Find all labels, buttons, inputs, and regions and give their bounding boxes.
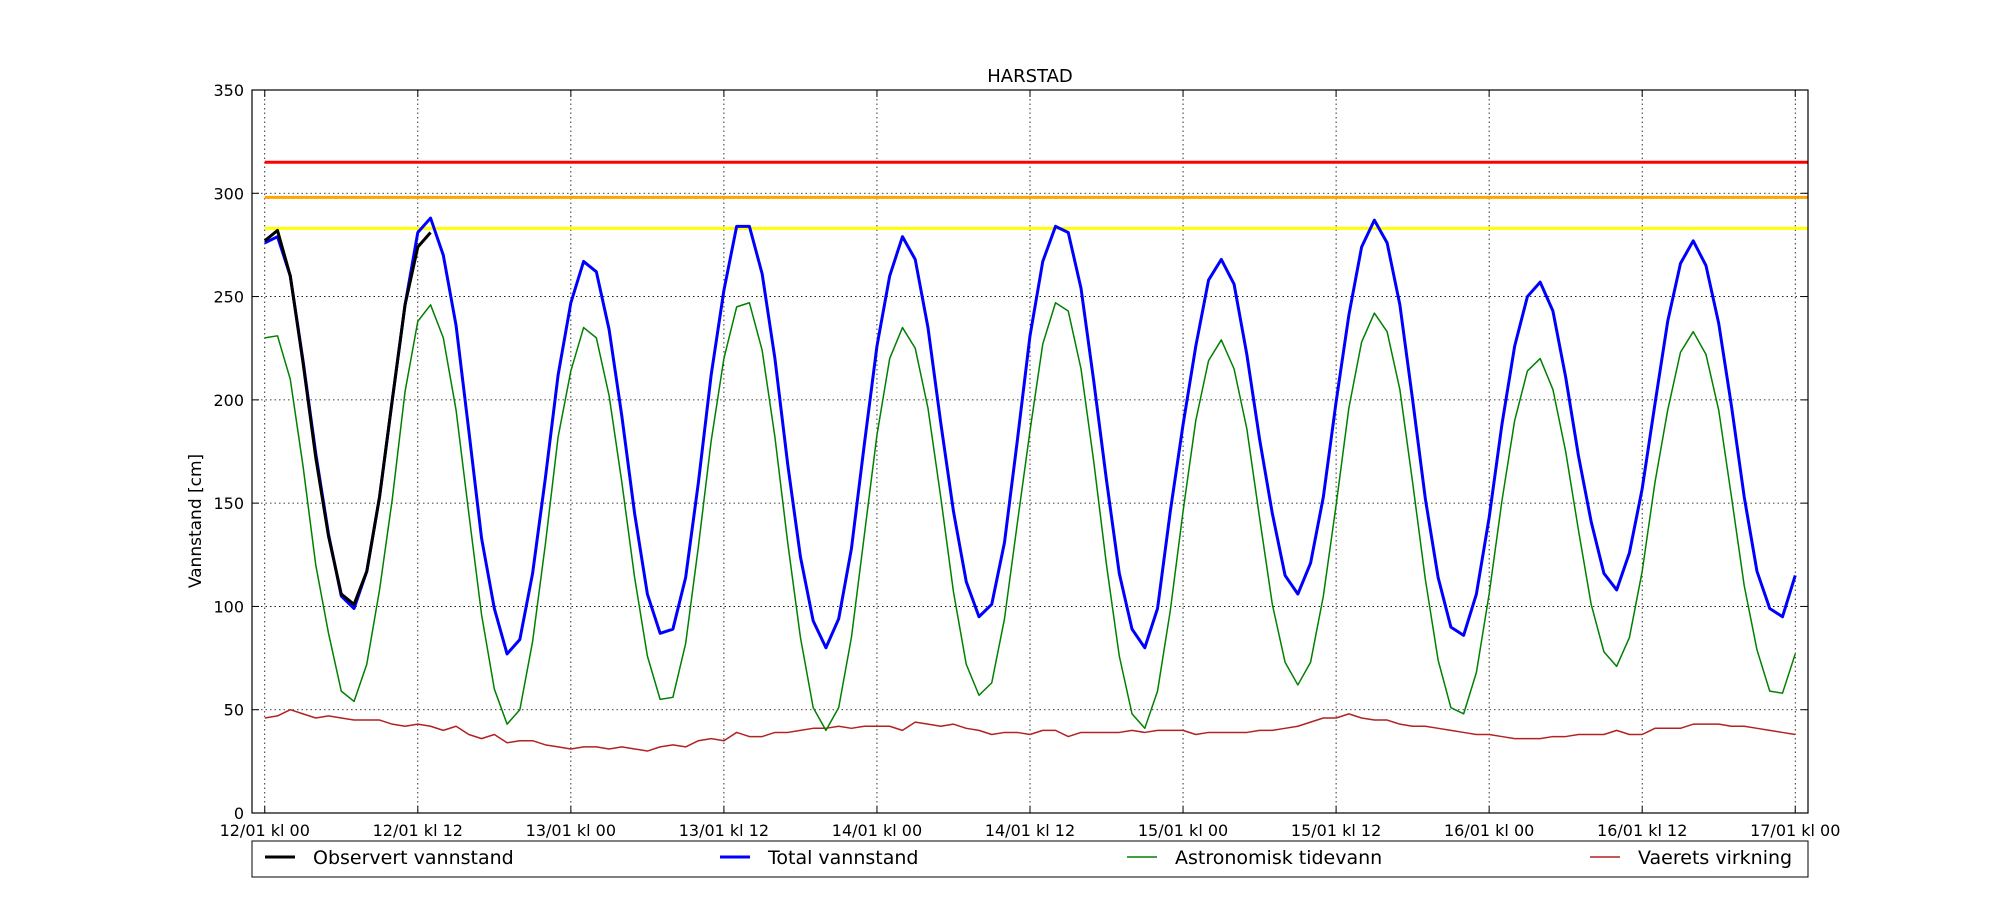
y-tick-label: 0: [234, 804, 244, 823]
y-axis-label: Vannstand [cm]: [186, 454, 206, 588]
x-tick-label: 13/01 kl 12: [679, 821, 769, 840]
y-tick-label: 250: [213, 288, 244, 307]
legend-label-0: Observert vannstand: [313, 847, 514, 869]
legend-label-1: Total vannstand: [767, 847, 918, 869]
x-tick-label: 13/01 kl 00: [526, 821, 616, 840]
grid-lines: [252, 90, 1808, 813]
y-tick-label: 300: [213, 184, 244, 203]
legend: Observert vannstand Total vannstand Astron…: [251, 840, 1809, 878]
x-tick-label: 16/01 kl 00: [1444, 821, 1534, 840]
x-tick-label: 14/01 kl 12: [985, 821, 1075, 840]
y-tick-label: 100: [213, 597, 244, 616]
y-tick-label: 350: [213, 81, 244, 100]
x-tick-label: 12/01 kl 00: [220, 821, 310, 840]
y-tick-label: 50: [224, 701, 244, 720]
legend-frame: [251, 840, 1809, 878]
x-tick-label: 14/01 kl 00: [832, 821, 922, 840]
x-tick-label: 15/01 kl 00: [1138, 821, 1228, 840]
chart-title: HARSTAD: [987, 66, 1073, 87]
x-tick-label: 16/01 kl 12: [1597, 821, 1687, 840]
x-ticks: 12/01 kl 00 12/01 kl 12 13/01 kl 00 13/01 k…: [220, 90, 1840, 840]
series-line-2: [264, 302, 1796, 732]
x-tick-label: 15/01 kl 12: [1291, 821, 1381, 840]
series-line-3: [264, 708, 1796, 752]
threshold-lines: [264, 160, 1808, 230]
series-lines: [263, 216, 1797, 752]
y-ticks: 0 50 100 150 200 250 300 350: [213, 81, 1808, 823]
legend-label-3: Vaerets virkning: [1638, 847, 1792, 869]
y-tick-label: 150: [213, 494, 244, 513]
series-line-1: [264, 216, 1797, 656]
series-line-0: [263, 228, 432, 606]
legend-label-2: Astronomisk tidevann: [1175, 847, 1382, 869]
y-tick-label: 200: [213, 391, 244, 410]
x-tick-label: 12/01 kl 12: [373, 821, 463, 840]
x-tick-label: 17/01 kl 00: [1750, 821, 1840, 840]
